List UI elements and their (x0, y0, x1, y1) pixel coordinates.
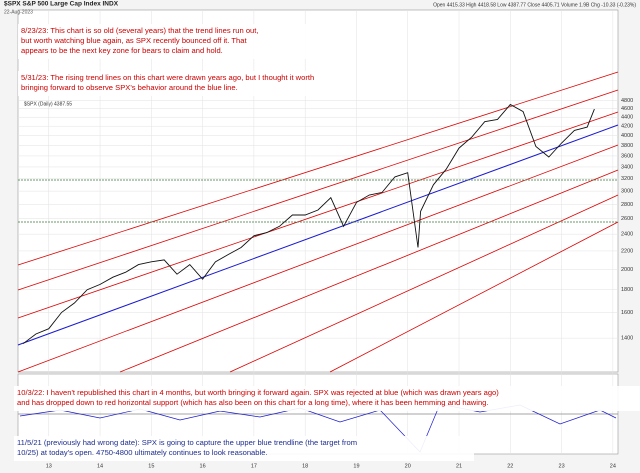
x-tick-label: 17 (251, 463, 257, 469)
legend: $SPX (Daily) 4387.55 (24, 101, 72, 107)
trend-line (17, 111, 619, 319)
y-tick-label: 3000 (621, 189, 633, 195)
trend-line (17, 89, 619, 291)
y-tick-label: 4400 (621, 115, 633, 121)
trend-line-blue (17, 124, 619, 346)
trend-line (119, 169, 619, 373)
annotations: 8/23/23: This chart is so old (several y… (14, 24, 640, 461)
date: 22-Aug-2023 (4, 9, 33, 15)
trend-lines (17, 71, 619, 453)
x-tick-label: 22 (507, 463, 513, 469)
annotation-text: 5/31/23: The rising trend lines on this … (21, 73, 314, 82)
y-tick-label: 4000 (621, 133, 633, 139)
annotation-box (14, 386, 640, 411)
y-tick-label: 2000 (621, 267, 633, 273)
annotation-box (18, 24, 308, 59)
x-tick-label: 24 (610, 463, 616, 469)
x-tick-label: 20 (405, 463, 411, 469)
x-tick-label: 19 (353, 463, 359, 469)
quote: Open 4415.33 High 4418.58 Low 4387.77 Cl… (433, 2, 636, 8)
y-tick-label: 4200 (621, 124, 633, 130)
trend-line (17, 71, 619, 266)
y-tick-label: 1600 (621, 310, 633, 316)
trend-line (329, 221, 619, 373)
x-tick-label: 16 (200, 463, 206, 469)
y-tick-label: 2600 (621, 216, 633, 222)
annotation-text: but worth watching blue again, as SPX re… (21, 36, 247, 45)
y-tick-label: 1400 (621, 336, 633, 342)
x-tick-label: 14 (97, 463, 103, 469)
annotation-text: 10/25) at today's open. 4750-4800 ultima… (17, 448, 268, 457)
x-tick-label: 23 (559, 463, 565, 469)
x-tick-label: 15 (148, 463, 154, 469)
y-tick-label: 4600 (621, 106, 633, 112)
y-tick-label: 1800 (621, 287, 633, 293)
y-tick-label: 4800 (621, 98, 633, 104)
annotation-text: and has dropped down to red horizontal s… (17, 398, 489, 407)
annotation-text: 10/3/22: I haven't republished this char… (17, 388, 499, 397)
y-tick-label: 3600 (621, 153, 633, 159)
annotation-box (14, 436, 474, 461)
annotation-text: bringing forward to observe SPX's behavi… (21, 83, 238, 92)
chart-title: $SPX S&P 500 Large Cap Index INDX (4, 1, 119, 8)
x-tick-label: 18 (302, 463, 308, 469)
annotation-box (18, 71, 318, 96)
x-tick-label: 13 (46, 463, 52, 469)
annotation-text: 8/23/23: This chart is so old (several y… (21, 26, 259, 35)
y-tick-label: 2400 (621, 232, 633, 238)
x-tick-label: 21 (456, 463, 462, 469)
y-tick-label: 3200 (621, 176, 633, 182)
annotation-text: 11/5/21 (previously had wrong date): SPX… (17, 438, 357, 447)
y-tick-label: 2200 (621, 248, 633, 254)
y-tick-label: 3800 (621, 143, 633, 149)
price-line (22, 103, 595, 345)
trend-line (229, 194, 619, 373)
y-tick-label: 3400 (621, 164, 633, 170)
trend-line (17, 144, 619, 373)
y-tick-label: 2800 (621, 202, 633, 208)
macd-line (19, 403, 617, 453)
annotation-text: appears to be the next key zone for bear… (21, 46, 223, 55)
